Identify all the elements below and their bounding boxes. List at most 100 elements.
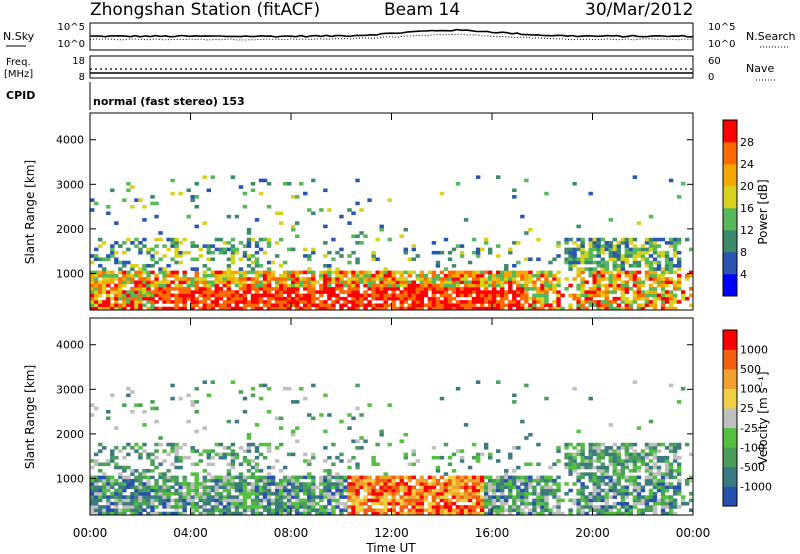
velocity-cell [628, 459, 634, 463]
power-cell [154, 244, 159, 248]
power-cell [455, 290, 461, 294]
power-cell [347, 280, 352, 285]
power-cell [355, 273, 360, 278]
velocity-cell [572, 469, 577, 473]
velocity-cell [194, 386, 199, 391]
power-cell [467, 283, 473, 288]
power-cell [295, 283, 300, 288]
velocity-cell [351, 478, 356, 483]
power-cell [182, 290, 187, 294]
power-cell [359, 273, 364, 278]
velocity-cell [98, 485, 103, 490]
velocity-cell [250, 393, 256, 398]
sky-left-tick-top: 10^5 [58, 22, 85, 33]
velocity-cell [459, 485, 465, 490]
power-cell [230, 237, 236, 242]
power-cell [500, 277, 505, 281]
power-cell [218, 247, 224, 252]
velocity-cell [339, 482, 344, 486]
velocity-cell [411, 462, 417, 467]
velocity-cell [576, 478, 581, 483]
power-cell [471, 277, 477, 281]
power-cell [134, 264, 139, 268]
velocity-cell [556, 501, 561, 506]
velocity-cell [624, 488, 630, 493]
velocity-cell [130, 472, 135, 476]
power-cell [174, 241, 179, 245]
velocity-cell [351, 498, 356, 503]
power-cell [190, 303, 195, 308]
velocity-cell [295, 475, 300, 480]
power-cell [616, 250, 622, 255]
power-cell [230, 247, 236, 252]
power-cell [266, 303, 272, 308]
power-cell [548, 303, 553, 308]
velocity-cell [174, 511, 179, 516]
power-cell [130, 241, 135, 245]
power-cell [572, 181, 577, 186]
velocity-cell [351, 505, 356, 509]
velocity-cell [632, 462, 638, 467]
velocity-cell [375, 501, 380, 506]
velocity-cell [492, 508, 497, 513]
power-cell [652, 290, 658, 294]
power-cell [624, 250, 630, 255]
velocity-cell [142, 498, 147, 503]
power-cell [166, 306, 171, 311]
power-cell [307, 293, 312, 298]
velocity-cell [206, 492, 211, 496]
velocity-cell [620, 511, 626, 516]
velocity-cell [612, 465, 618, 470]
velocity-cell [367, 475, 372, 480]
power-cell [620, 254, 626, 258]
velocity-cell [226, 419, 232, 424]
power-cell [616, 270, 622, 275]
velocity-cell [178, 501, 183, 506]
power-cell [612, 277, 618, 281]
velocity-cell [427, 508, 433, 513]
power-cell [516, 241, 521, 245]
velocity-cell [134, 508, 139, 513]
power-cell [355, 260, 360, 265]
power-cell [435, 277, 441, 281]
velocity-cell [399, 511, 404, 516]
power-cell [278, 283, 284, 288]
velocity-cell [536, 501, 541, 506]
velocity-cell [668, 475, 674, 480]
velocity-cell [262, 495, 268, 499]
power-cell [303, 287, 308, 291]
velocity-cell [459, 492, 465, 496]
velocity-cell [592, 465, 597, 470]
power-cell [250, 277, 256, 281]
power-cell [266, 300, 272, 304]
velocity-cell [274, 501, 280, 506]
velocity-cell [242, 459, 248, 463]
power-cell [492, 273, 497, 278]
power-cell [528, 287, 533, 291]
velocity-cell [427, 501, 433, 506]
power-cell [572, 264, 577, 268]
power-cell [303, 303, 308, 308]
velocity-cell [303, 459, 308, 463]
power-cell [238, 306, 244, 311]
velocity-cell [443, 495, 449, 499]
velocity-cell [656, 488, 662, 493]
velocity-cell [556, 505, 561, 509]
velocity-cell [500, 482, 505, 486]
power-cell [174, 270, 179, 275]
power-cell [395, 280, 400, 285]
power-cell [431, 290, 437, 294]
velocity-cell [616, 452, 622, 457]
power-cell [496, 254, 501, 258]
velocity-cell [407, 475, 412, 480]
velocity-cell [274, 446, 280, 450]
velocity-cell [355, 508, 360, 513]
velocity-cell [383, 511, 388, 516]
velocity-cell [592, 508, 597, 513]
power-cell [174, 237, 179, 242]
velocity-cell [311, 505, 316, 509]
power-cell [487, 293, 493, 298]
velocity-cell [254, 462, 260, 467]
power-cell [254, 293, 260, 298]
